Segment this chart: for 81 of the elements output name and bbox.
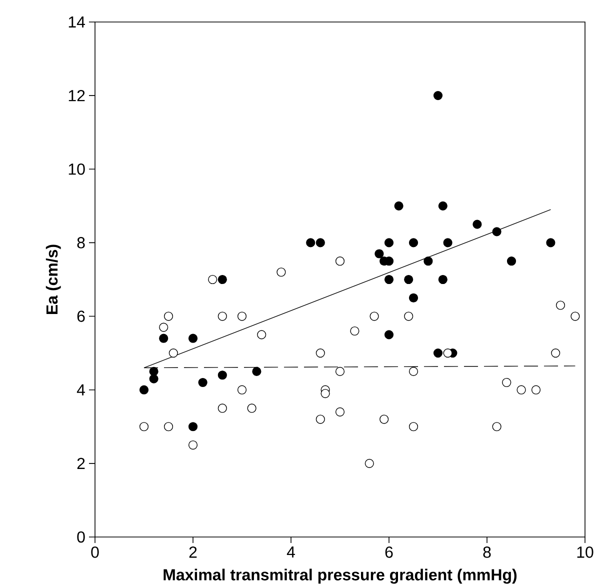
- point: [168, 348, 178, 358]
- point: [408, 366, 418, 376]
- point: [208, 274, 218, 284]
- point: [218, 312, 227, 321]
- point: [316, 348, 325, 358]
- point: [335, 407, 345, 416]
- point: [149, 374, 158, 384]
- point: [188, 422, 198, 432]
- y-tick-label: 10: [68, 163, 85, 175]
- point: [506, 256, 516, 266]
- point: [276, 268, 286, 277]
- point: [316, 414, 325, 424]
- point: [551, 348, 560, 358]
- point: [443, 348, 452, 358]
- point: [188, 440, 198, 450]
- point: [570, 312, 580, 321]
- point: [408, 293, 418, 302]
- y-axis-title: Ea (cm/s): [46, 244, 61, 314]
- point: [433, 348, 443, 358]
- point: [433, 91, 443, 100]
- point: [218, 404, 227, 413]
- point: [320, 388, 330, 398]
- y-tick-label: 6: [77, 310, 85, 322]
- point: [247, 404, 256, 413]
- point: [335, 366, 345, 376]
- point: [198, 378, 208, 388]
- point: [438, 274, 448, 284]
- y-tick-label: 4: [76, 384, 85, 396]
- point: [516, 385, 526, 394]
- point: [370, 312, 379, 321]
- point: [364, 458, 374, 468]
- x-tick-label: 10: [577, 546, 594, 558]
- y-tick-label: 12: [68, 90, 85, 102]
- y-tick-label: 0: [77, 531, 85, 543]
- point: [424, 256, 433, 266]
- point: [218, 274, 227, 284]
- point: [443, 238, 452, 248]
- point: [335, 256, 345, 266]
- y-tick-label: 8: [77, 237, 85, 248]
- y-tick-label: 2: [77, 458, 85, 469]
- point: [316, 238, 325, 248]
- point: [556, 300, 566, 310]
- point: [438, 201, 448, 210]
- point: [257, 330, 266, 340]
- point: [237, 312, 247, 321]
- x-tick-label: 6: [385, 546, 393, 558]
- point: [472, 220, 482, 229]
- point: [546, 238, 556, 248]
- point: [374, 249, 384, 258]
- x-tick-label: 4: [286, 546, 295, 558]
- point: [164, 422, 174, 432]
- y-tick-label: 14: [68, 16, 85, 28]
- point: [408, 238, 418, 248]
- point: [408, 422, 418, 432]
- point: [237, 385, 247, 394]
- point: [384, 274, 394, 284]
- x-tick-label: 0: [91, 546, 99, 558]
- point: [384, 330, 394, 340]
- point: [531, 385, 541, 394]
- point: [492, 422, 502, 432]
- point: [306, 238, 316, 248]
- point: [188, 334, 198, 343]
- point: [149, 366, 158, 376]
- point: [502, 378, 512, 388]
- point: [384, 238, 394, 248]
- point: [404, 274, 414, 284]
- point: [350, 326, 360, 336]
- point: [159, 322, 168, 332]
- point: [380, 414, 389, 424]
- x-tick-label: 2: [189, 546, 197, 558]
- point: [492, 227, 502, 236]
- point: [394, 201, 404, 210]
- point: [164, 312, 174, 321]
- point: [218, 370, 227, 380]
- x-axis-title: Maximal transmitral pressure gradient (mmHg): [164, 568, 517, 584]
- point: [159, 334, 168, 343]
- point: [139, 422, 149, 432]
- point: [252, 366, 262, 376]
- x-tick-label: 8: [483, 546, 491, 558]
- point: [139, 385, 149, 394]
- point: [404, 312, 414, 321]
